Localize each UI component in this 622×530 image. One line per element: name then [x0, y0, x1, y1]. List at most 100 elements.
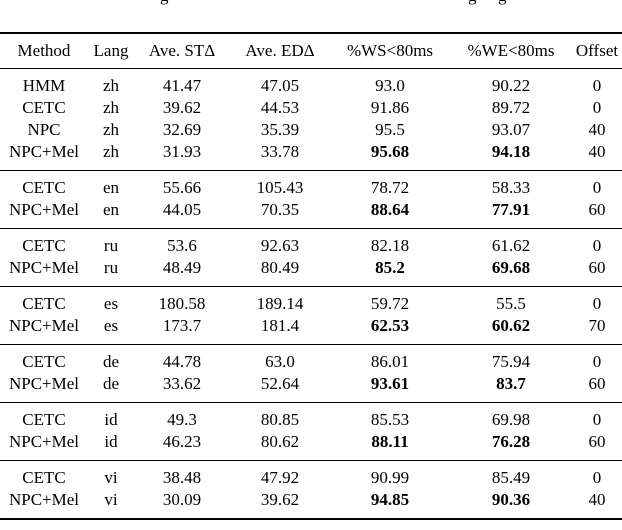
ws-under-80ms-cell: 78.72	[370, 178, 410, 197]
ave-ed-delta-cell: 92.63	[260, 236, 300, 255]
lang-group-vi: CETC vi 38.48 47.92 90.99 85.49 0 NPC+Mel vi 30.0…	[0, 460, 622, 520]
ws-under-80ms-cell: 86.01	[370, 352, 410, 371]
lang-cell: zh	[102, 76, 120, 95]
offset-cell: 40	[588, 490, 606, 509]
method-cell: NPC+Mel	[8, 142, 80, 161]
ave-ed-delta-cell: 80.62	[260, 432, 300, 451]
ave-ed-delta-cell: 39.62	[260, 490, 300, 509]
ws-under-80ms-cell: 95.5	[375, 120, 405, 139]
table-row-cetc-ru: CETC ru 53.6 92.63 82.18 61.62 0	[0, 229, 622, 258]
table-row-cetc-id: CETC id 49.3 80.85 85.53 69.98 0	[0, 403, 622, 432]
table-row-hmm-zh: HMM zh 41.47 47.05 93.0 90.22 0	[0, 69, 622, 98]
table-row-npc-mel-zh: NPC+Mel zh 31.93 33.78 95.68 94.18 40	[0, 141, 622, 171]
ave-st-delta-cell: 53.6	[167, 236, 197, 255]
lang-cell: de	[102, 352, 120, 371]
lang-cell: id	[104, 432, 118, 451]
we-under-80ms-cell: 77.91	[491, 200, 531, 219]
ave-st-delta-cell: 46.23	[162, 432, 202, 451]
ave-st-delta-cell: 55.66	[162, 178, 202, 197]
lang-cell: es	[103, 294, 119, 313]
table-row-npc-mel-ru: NPC+Mel ru 48.49 80.49 85.2 69.68 60	[0, 257, 622, 287]
lang-cell: vi	[104, 490, 118, 509]
table-row-cetc-zh: CETC zh 39.62 44.53 91.86 89.72 0	[0, 97, 622, 119]
method-cell: NPC	[27, 120, 61, 139]
offset-cell: 0	[592, 178, 602, 197]
offset-cell: 0	[592, 76, 602, 95]
table-row-npc-mel-en: NPC+Mel en 44.05 70.35 88.64 77.91 60	[0, 199, 622, 229]
lang-cell: zh	[102, 120, 120, 139]
offset-cell: 40	[588, 120, 606, 139]
ave-st-delta-cell: 31.93	[162, 142, 202, 161]
ave-st-delta-cell: 39.62	[162, 98, 202, 117]
ave-st-delta-cell: 180.58	[158, 294, 206, 313]
table-row-npc-mel-es: NPC+Mel es 173.7 181.4 62.53 60.62 70	[0, 315, 622, 345]
we-under-80ms-cell: 58.33	[491, 178, 531, 197]
offset-cell: 40	[588, 142, 606, 161]
method-cell: CETC	[22, 236, 66, 255]
offset-cell: 0	[592, 98, 602, 117]
method-cell: NPC+Mel	[8, 490, 80, 509]
method-cell: HMM	[22, 76, 66, 95]
offset-cell: 0	[592, 236, 602, 255]
table-row-cetc-es: CETC es 180.58 189.14 59.72 55.5 0	[0, 287, 622, 316]
we-under-80ms-cell: 93.07	[491, 120, 531, 139]
method-cell: CETC	[22, 352, 66, 371]
ave-ed-delta-cell: 70.35	[260, 200, 300, 219]
ave-ed-delta-cell: 47.92	[260, 468, 300, 487]
table-row-cetc-vi: CETC vi 38.48 47.92 90.99 85.49 0	[0, 461, 622, 490]
ws-under-80ms-cell: 93.61	[370, 374, 410, 393]
ws-under-80ms-cell: 62.53	[370, 316, 410, 335]
method-cell: NPC+Mel	[8, 432, 80, 451]
ave-st-delta-cell: 44.05	[162, 200, 202, 219]
ave-st-delta-cell: 41.47	[162, 76, 202, 95]
col-header-ws-under-80ms: %WS<80ms	[330, 33, 450, 69]
ave-st-delta-cell: 44.78	[162, 352, 202, 371]
we-under-80ms-cell: 69.98	[491, 410, 531, 429]
ws-under-80ms-cell: 91.86	[370, 98, 410, 117]
lang-group-id: CETC id 49.3 80.85 85.53 69.98 0 NPC+Mel id 46.23…	[0, 402, 622, 461]
ave-ed-delta-cell: 35.39	[260, 120, 300, 139]
offset-cell: 0	[592, 468, 602, 487]
ave-st-delta-cell: 173.7	[162, 316, 202, 335]
table-row-npc-mel-de: NPC+Mel de 33.62 52.64 93.61 83.7 60	[0, 373, 622, 403]
we-under-80ms-cell: 83.7	[496, 374, 526, 393]
ave-st-delta-cell: 32.69	[162, 120, 202, 139]
lang-cell: de	[102, 374, 120, 393]
table-row-npc-mel-id: NPC+Mel id 46.23 80.62 88.11 76.28 60	[0, 431, 622, 461]
we-under-80ms-cell: 85.49	[491, 468, 531, 487]
we-under-80ms-cell: 60.62	[491, 316, 531, 335]
we-under-80ms-cell: 55.5	[496, 294, 526, 313]
offset-cell: 60	[588, 258, 606, 277]
ave-ed-delta-cell: 189.14	[256, 294, 304, 313]
ave-st-delta-cell: 33.62	[162, 374, 202, 393]
col-header-method: Method	[0, 33, 88, 69]
lang-group-de: CETC de 44.78 63.0 86.01 75.94 0 NPC+Mel de 33.62…	[0, 344, 622, 403]
col-header-ave-st-delta: Ave. STΔ	[134, 33, 230, 69]
offset-cell: 60	[588, 200, 606, 219]
lang-cell: id	[104, 410, 118, 429]
offset-cell: 60	[588, 432, 606, 451]
lang-cell: en	[102, 178, 120, 197]
ave-st-delta-cell: 48.49	[162, 258, 202, 277]
table-row-cetc-en: CETC en 55.66 105.43 78.72 58.33 0	[0, 171, 622, 200]
caption-glyph-descender: g	[468, 0, 477, 6]
table-header: Method Lang Ave. STΔ Ave. EDΔ %WS<80ms %WE<80…	[0, 33, 622, 69]
lang-cell: es	[103, 316, 119, 335]
ave-ed-delta-cell: 52.64	[260, 374, 300, 393]
method-cell: NPC+Mel	[8, 258, 80, 277]
col-header-we-under-80ms: %WE<80ms	[450, 33, 572, 69]
ws-under-80ms-cell: 93.0	[375, 76, 405, 95]
method-cell: CETC	[22, 294, 66, 313]
ave-ed-delta-cell: 47.05	[260, 76, 300, 95]
lang-cell: ru	[103, 258, 119, 277]
method-cell: NPC+Mel	[8, 374, 80, 393]
lang-cell: zh	[102, 98, 120, 117]
ave-ed-delta-cell: 80.85	[260, 410, 300, 429]
lang-cell: ru	[103, 236, 119, 255]
we-under-80ms-cell: 76.28	[491, 432, 531, 451]
col-header-lang: Lang	[88, 33, 134, 69]
ws-under-80ms-cell: 88.11	[371, 432, 409, 451]
ave-ed-delta-cell: 63.0	[265, 352, 295, 371]
we-under-80ms-cell: 90.22	[491, 76, 531, 95]
